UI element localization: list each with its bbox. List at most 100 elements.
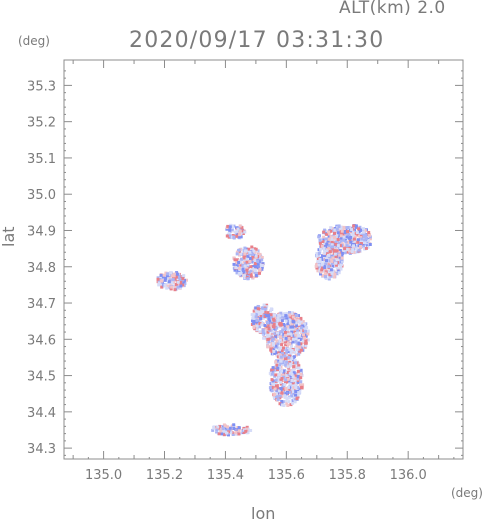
echo-pixel: [272, 343, 276, 347]
echo-pixel: [351, 230, 355, 234]
echo-pixel: [280, 377, 284, 380]
echo-pixel: [257, 310, 261, 314]
echo-pixel: [329, 229, 333, 233]
echo-pixel: [274, 380, 278, 384]
echo-pixel: [275, 339, 279, 343]
echo-pixel: [356, 240, 360, 244]
echo-pixel: [362, 232, 366, 236]
echo-pixel: [250, 253, 254, 256]
echo-pixel: [296, 381, 300, 385]
echo-pixel: [280, 391, 284, 395]
echo-pixel: [171, 272, 175, 276]
echo-pixel: [278, 396, 282, 400]
echo-pixel: [254, 261, 257, 265]
echo-pixel: [329, 226, 333, 230]
echo-pixel: [320, 244, 324, 248]
echo-pixel: [267, 324, 271, 328]
echo-pixel: [332, 249, 336, 253]
echo-pixel: [276, 331, 279, 335]
echo-pixel: [294, 340, 298, 344]
echo-pixel: [247, 270, 251, 274]
echo-pixel: [211, 428, 215, 432]
echo-pixel: [291, 366, 295, 370]
echo-pixel: [260, 258, 264, 262]
echo-pixel: [359, 245, 362, 248]
echo-pixel: [172, 274, 176, 278]
echo-pixel: [238, 250, 242, 254]
echo-pixel: [167, 276, 171, 280]
echo-pixel: [359, 242, 363, 245]
echo-pixel: [251, 265, 255, 268]
echo-pixel: [271, 325, 275, 329]
echo-pixel: [160, 276, 164, 280]
echo-pixel: [297, 342, 301, 346]
x-tick-label: 135.8: [329, 468, 366, 483]
echo-pixel: [292, 358, 295, 362]
echo-pixel: [368, 235, 372, 239]
echo-pixel: [296, 375, 300, 378]
y-tick-label: 34.4: [27, 406, 56, 421]
echo-pixel: [270, 330, 274, 334]
echo-pixel: [295, 344, 299, 348]
echo-pixel: [342, 238, 346, 242]
echo-pixel: [324, 277, 328, 280]
echo-pixel: [319, 272, 322, 276]
echo-pixel: [339, 240, 343, 243]
echo-pixel: [231, 433, 235, 436]
echo-pixel: [314, 264, 318, 268]
echo-pixel: [260, 256, 264, 259]
echo-pixel: [336, 238, 340, 241]
echo-pixel: [272, 322, 276, 326]
echo-pixel: [230, 227, 234, 231]
echo-pixel: [320, 268, 324, 272]
echo-pixel: [363, 238, 367, 242]
echo-pixel: [322, 269, 326, 273]
echo-pixel: [337, 229, 341, 233]
echo-pixel: [353, 235, 357, 239]
echo-pixel: [336, 258, 340, 262]
echo-pixel: [225, 227, 229, 231]
echo-pixel: [291, 371, 295, 375]
echo-pixel: [294, 353, 298, 357]
echo-pixel: [323, 266, 327, 270]
echo-pixel: [255, 324, 259, 328]
echo-pixel: [293, 358, 297, 362]
echo-pixel: [173, 288, 177, 292]
echo-pixel: [299, 342, 303, 346]
echo-pixel: [285, 311, 289, 315]
echo-pixel: [280, 313, 284, 317]
echo-pixel: [334, 261, 338, 265]
echo-pixel: [253, 323, 257, 327]
echo-pixel: [342, 225, 346, 229]
echo-pixel: [241, 429, 245, 432]
echo-pixel: [286, 322, 290, 325]
echo-pixel: [168, 278, 172, 282]
echo-pixel: [160, 279, 164, 283]
echo-pixel: [358, 241, 361, 245]
echo-pixel: [299, 338, 303, 342]
echo-pixel: [237, 426, 241, 430]
echo-pixel: [350, 250, 354, 254]
echo-pixel: [299, 372, 303, 376]
echo-pixel: [327, 244, 331, 247]
echo-pixel: [283, 330, 287, 334]
echo-pixel: [318, 238, 322, 242]
echo-pixel: [270, 349, 274, 353]
echo-pixel: [349, 236, 353, 239]
echo-pixel: [289, 362, 293, 366]
echo-pixel: [288, 321, 292, 325]
echo-pixel: [337, 256, 341, 259]
y-tick-label: 34.8: [27, 261, 56, 276]
echo-pixel: [182, 274, 186, 278]
echo-pixel: [303, 336, 306, 340]
echo-pixel: [252, 321, 256, 325]
echo-pixel: [325, 252, 329, 256]
echo-pixel: [347, 248, 351, 251]
echo-pixel: [332, 275, 336, 279]
echo-pixel: [355, 231, 359, 234]
echo-pixel: [333, 252, 337, 256]
echo-pixel: [343, 231, 347, 235]
echo-pixel: [244, 429, 248, 433]
echo-pixel: [241, 270, 245, 274]
